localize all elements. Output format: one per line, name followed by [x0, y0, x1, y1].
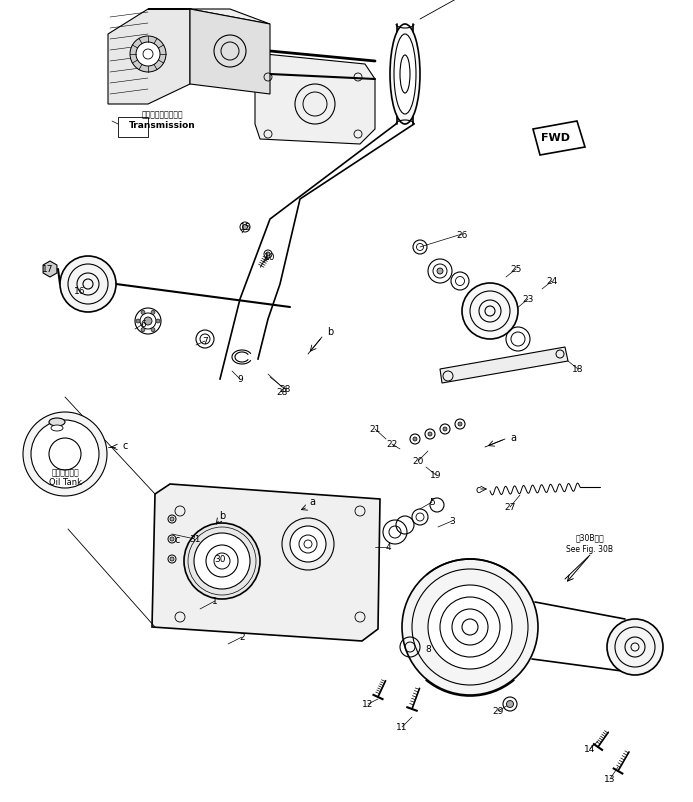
Circle shape [141, 311, 145, 315]
Polygon shape [152, 484, 380, 642]
Circle shape [170, 557, 174, 561]
Text: 15: 15 [240, 223, 252, 233]
Text: c: c [175, 534, 179, 545]
Text: 6: 6 [140, 320, 146, 329]
Circle shape [290, 526, 326, 562]
Ellipse shape [49, 419, 65, 427]
Circle shape [136, 320, 140, 323]
Polygon shape [43, 261, 57, 277]
Text: 30: 30 [214, 555, 226, 564]
Circle shape [243, 225, 247, 230]
Circle shape [266, 253, 270, 257]
Circle shape [46, 265, 54, 273]
Text: 10: 10 [264, 253, 276, 262]
Circle shape [437, 269, 443, 274]
Text: 23: 23 [523, 295, 534, 304]
Polygon shape [190, 10, 270, 95]
Text: 17: 17 [42, 265, 54, 274]
Circle shape [31, 420, 99, 488]
Circle shape [194, 533, 250, 589]
Text: 21: 21 [369, 425, 380, 434]
Circle shape [462, 284, 518, 339]
Text: 2: 2 [239, 633, 245, 642]
Text: b: b [219, 510, 225, 520]
Text: 20: 20 [412, 457, 423, 466]
Text: 18: 18 [572, 365, 584, 374]
Polygon shape [440, 347, 568, 383]
Text: トランスミッション: トランスミッション [141, 111, 183, 119]
Circle shape [428, 432, 432, 436]
Circle shape [141, 328, 145, 332]
Text: 26: 26 [456, 230, 468, 239]
Text: 13: 13 [604, 775, 616, 784]
Circle shape [458, 423, 462, 427]
Text: 19: 19 [430, 471, 441, 480]
Text: 8: 8 [425, 645, 431, 654]
Text: 12: 12 [362, 699, 374, 709]
Circle shape [156, 320, 160, 323]
Circle shape [607, 619, 663, 675]
Circle shape [428, 585, 512, 669]
Text: a: a [510, 432, 516, 443]
Text: 25: 25 [510, 265, 522, 274]
Text: 9: 9 [237, 375, 243, 384]
Circle shape [136, 43, 160, 67]
Text: c: c [122, 440, 128, 451]
Circle shape [507, 701, 514, 707]
Polygon shape [108, 10, 190, 105]
Text: 27: 27 [505, 503, 516, 512]
Circle shape [23, 412, 107, 496]
Text: 1: 1 [212, 597, 218, 606]
Text: Oil Tank: Oil Tank [49, 478, 82, 487]
Circle shape [170, 537, 174, 541]
Text: 図30B参照: 図30B参照 [576, 533, 604, 542]
Circle shape [170, 517, 174, 521]
Text: 14: 14 [584, 744, 596, 754]
Circle shape [151, 328, 155, 332]
Polygon shape [255, 55, 375, 145]
Text: オイルタンク: オイルタンク [51, 468, 79, 477]
Text: FWD: FWD [541, 133, 570, 143]
Circle shape [144, 318, 152, 326]
Text: 31: 31 [189, 535, 201, 544]
Polygon shape [118, 118, 148, 138]
Text: 28: 28 [277, 388, 288, 397]
Text: 16: 16 [74, 287, 86, 296]
Circle shape [60, 257, 116, 313]
Ellipse shape [394, 35, 416, 115]
Text: 28: 28 [279, 385, 290, 394]
Text: 4: 4 [385, 543, 391, 552]
Ellipse shape [390, 25, 420, 125]
Circle shape [402, 559, 538, 695]
Circle shape [184, 524, 260, 599]
Circle shape [443, 427, 447, 431]
Text: 24: 24 [546, 277, 558, 286]
Text: 5: 5 [429, 498, 435, 507]
Text: 7: 7 [202, 337, 208, 346]
Polygon shape [533, 122, 585, 156]
Text: c: c [475, 484, 481, 494]
Text: Transmission: Transmission [129, 120, 195, 129]
Text: 22: 22 [387, 440, 398, 449]
Circle shape [282, 518, 334, 570]
Circle shape [151, 311, 155, 315]
Ellipse shape [51, 426, 63, 431]
Text: 11: 11 [396, 723, 407, 731]
Text: 3: 3 [449, 516, 455, 526]
Circle shape [413, 437, 417, 441]
Text: 29: 29 [492, 707, 504, 715]
Circle shape [130, 37, 166, 73]
Text: b: b [327, 326, 333, 337]
Text: See Fig. 30B: See Fig. 30B [566, 545, 613, 554]
Polygon shape [148, 10, 270, 25]
Text: a: a [309, 496, 315, 506]
